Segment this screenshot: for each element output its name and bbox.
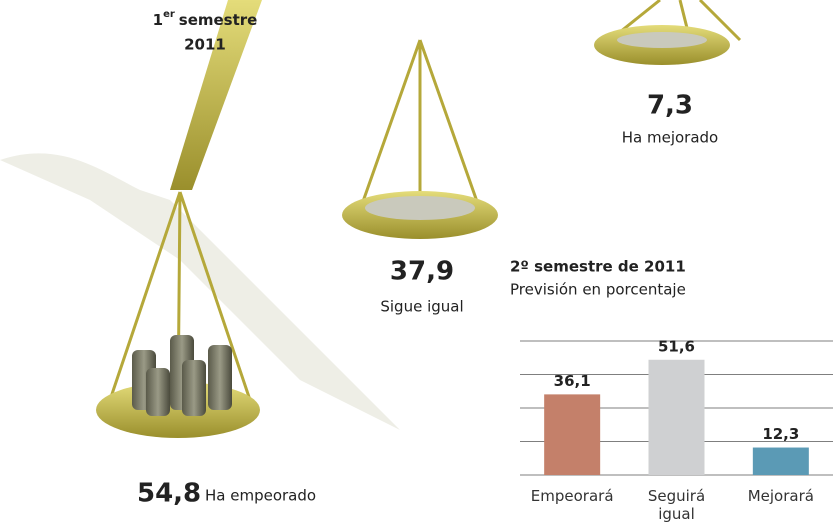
- chart-title: 2º semestre de 2011: [510, 258, 686, 276]
- period-label: semestre: [179, 11, 258, 29]
- coins-middle: [365, 196, 475, 220]
- chart-subtitle: Previsión en porcentaje: [510, 281, 686, 299]
- infographic: 1er semestre 2011 7,3 Ha mejorado 37,9 Si…: [0, 0, 833, 530]
- value-label: 36,1: [554, 372, 591, 390]
- item-label: Sigue igual: [380, 298, 463, 316]
- x-tick-label: Empeorará: [527, 487, 617, 505]
- value-label: 51,6: [658, 337, 695, 355]
- item-value: 54,8: [137, 479, 201, 509]
- item-value: 37,9: [390, 257, 454, 287]
- coins-right: [617, 32, 707, 48]
- period-year: 2011: [184, 36, 226, 54]
- period-number: 1: [153, 11, 163, 29]
- item-label: Ha empeorado: [205, 487, 316, 505]
- bar: [649, 360, 705, 475]
- bar: [544, 394, 600, 475]
- value-label: 12,3: [762, 425, 799, 443]
- period-suffix: er: [163, 9, 175, 20]
- x-tick-label: Seguirá igual: [642, 487, 712, 523]
- period-line: 1er semestre: [153, 9, 258, 29]
- scale-beam: [170, 0, 262, 190]
- x-tick-label: Mejorará: [736, 487, 826, 505]
- item-value: 7,3: [647, 91, 693, 121]
- bar: [753, 448, 809, 475]
- item-label: Ha mejorado: [622, 129, 718, 147]
- coin-stacks: [132, 335, 232, 416]
- scale-illustration: 1er semestre 2011 7,3 Ha mejorado 37,9 Si…: [0, 0, 833, 530]
